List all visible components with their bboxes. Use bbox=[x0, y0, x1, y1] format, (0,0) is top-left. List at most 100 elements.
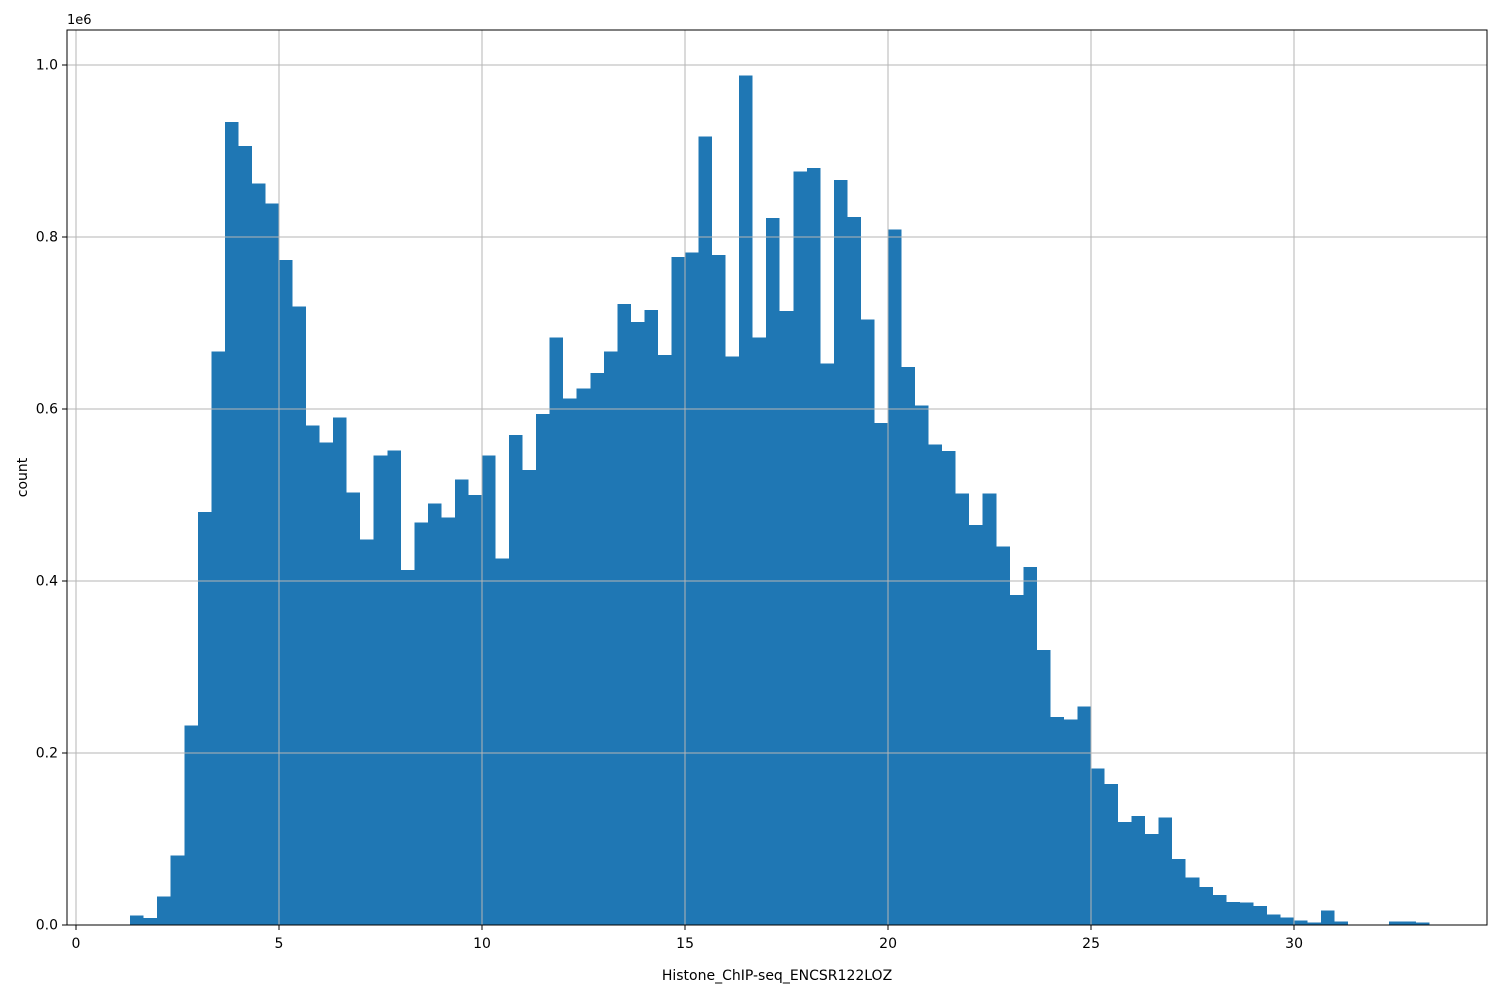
histogram-bar bbox=[536, 414, 550, 925]
y-tick-labels: 0.0 0.2 0.4 0.6 0.8 1.0 bbox=[36, 58, 58, 934]
histogram-bar bbox=[1388, 921, 1403, 925]
histogram-bar bbox=[820, 363, 834, 925]
histogram-bar bbox=[495, 558, 510, 925]
histogram-bar bbox=[319, 442, 334, 925]
histogram-bar bbox=[996, 546, 1010, 925]
histogram-bar bbox=[197, 512, 212, 925]
histogram-bar bbox=[752, 337, 767, 925]
axes-frame bbox=[66, 29, 1488, 926]
histogram-bar bbox=[482, 455, 496, 925]
histogram-bar bbox=[779, 310, 794, 926]
histogram-bars-group bbox=[130, 75, 1430, 926]
y-axis-offset-label: 1e6 bbox=[67, 13, 92, 28]
histogram-bar bbox=[901, 366, 916, 925]
histogram-bar bbox=[211, 351, 225, 925]
y-tick-label: 0.2 bbox=[36, 746, 58, 762]
histogram-bar bbox=[563, 398, 577, 925]
histogram-bar bbox=[130, 915, 144, 925]
histogram-bar bbox=[251, 183, 266, 925]
histogram-bar bbox=[427, 503, 442, 925]
histogram-bar bbox=[1266, 914, 1281, 925]
histogram-bar bbox=[238, 145, 252, 926]
histogram-bar bbox=[671, 256, 686, 925]
x-tick-label: 20 bbox=[879, 936, 897, 952]
histogram-bar bbox=[279, 260, 293, 926]
histogram-bar bbox=[373, 455, 388, 925]
histogram-bar bbox=[928, 444, 943, 925]
histogram-bar bbox=[414, 522, 428, 925]
histogram-bar bbox=[793, 171, 807, 925]
histogram-bar bbox=[1158, 817, 1173, 925]
histogram-bar bbox=[590, 372, 604, 925]
y-tick-label: 1.0 bbox=[36, 58, 58, 74]
histogram-bar bbox=[1402, 921, 1416, 925]
histogram-bar bbox=[292, 306, 307, 925]
histogram-bar bbox=[1091, 768, 1105, 925]
histogram-bar bbox=[468, 495, 482, 925]
histogram-bar bbox=[454, 479, 469, 925]
x-tick-label: 0 bbox=[72, 936, 81, 952]
histogram-bar bbox=[657, 354, 672, 925]
histogram-bar bbox=[644, 310, 658, 926]
histogram-bar bbox=[576, 388, 591, 925]
histogram-bar bbox=[509, 434, 523, 925]
histogram-bar bbox=[725, 356, 740, 925]
histogram-bar bbox=[915, 405, 929, 925]
y-tick-label: 0.6 bbox=[36, 402, 58, 418]
histogram-bar bbox=[1104, 783, 1119, 925]
histogram-bar bbox=[1036, 649, 1051, 925]
histogram-bar bbox=[387, 450, 401, 925]
histogram-bar bbox=[1334, 921, 1349, 925]
histogram-bar bbox=[1009, 594, 1024, 925]
histogram-bar bbox=[766, 218, 780, 925]
histogram-bar bbox=[333, 417, 347, 925]
histogram-bar bbox=[1415, 922, 1430, 925]
histogram-bar bbox=[522, 470, 537, 925]
histogram-bar bbox=[1172, 858, 1186, 925]
histogram-bar bbox=[630, 322, 645, 925]
histogram-bar bbox=[1321, 910, 1335, 925]
histogram-bar bbox=[549, 337, 564, 925]
histogram-bar bbox=[360, 539, 374, 925]
y-tick-label: 0.8 bbox=[36, 230, 58, 246]
histogram-bar bbox=[982, 493, 997, 925]
histogram-bar bbox=[698, 136, 713, 925]
y-tick-label: 0.0 bbox=[36, 918, 58, 934]
histogram-bar bbox=[685, 252, 699, 926]
x-tick-label: 15 bbox=[676, 936, 694, 952]
histogram-bar bbox=[1185, 877, 1200, 925]
histogram-bar bbox=[143, 918, 158, 925]
y-tick-label: 0.4 bbox=[36, 574, 58, 590]
histogram-bar bbox=[1280, 917, 1295, 925]
histogram-bar bbox=[1131, 815, 1146, 925]
histogram-bar bbox=[1239, 902, 1254, 925]
histogram-bar bbox=[1307, 922, 1322, 925]
histogram-bar bbox=[969, 525, 983, 925]
histogram-bar bbox=[184, 725, 198, 925]
histogram-bar bbox=[942, 451, 956, 925]
x-tick-label: 5 bbox=[275, 936, 284, 952]
histogram-bar bbox=[617, 304, 631, 926]
histogram-bar bbox=[739, 75, 753, 925]
histogram-bar bbox=[346, 492, 361, 925]
histogram-bar bbox=[712, 255, 726, 925]
histogram-bar bbox=[1077, 706, 1092, 925]
histogram-bar bbox=[806, 168, 821, 925]
histogram-bar bbox=[1199, 887, 1213, 925]
histogram-bar bbox=[1226, 901, 1240, 925]
histogram-bar bbox=[1118, 821, 1132, 925]
histogram-bar bbox=[955, 493, 970, 925]
histogram-bar bbox=[400, 569, 415, 925]
x-tick-label: 10 bbox=[473, 936, 491, 952]
x-tick-label: 25 bbox=[1082, 936, 1100, 952]
histogram-bar bbox=[1023, 567, 1037, 925]
histogram-bar bbox=[860, 319, 875, 925]
x-axis-label: Histone_ChIP-seq_ENCSR122LOZ bbox=[662, 968, 892, 984]
histogram-bar bbox=[1253, 906, 1267, 925]
histogram-bar bbox=[1063, 719, 1078, 925]
x-tick-label: 30 bbox=[1285, 936, 1303, 952]
histogram-bar bbox=[265, 203, 279, 925]
histogram-bar bbox=[306, 425, 320, 925]
